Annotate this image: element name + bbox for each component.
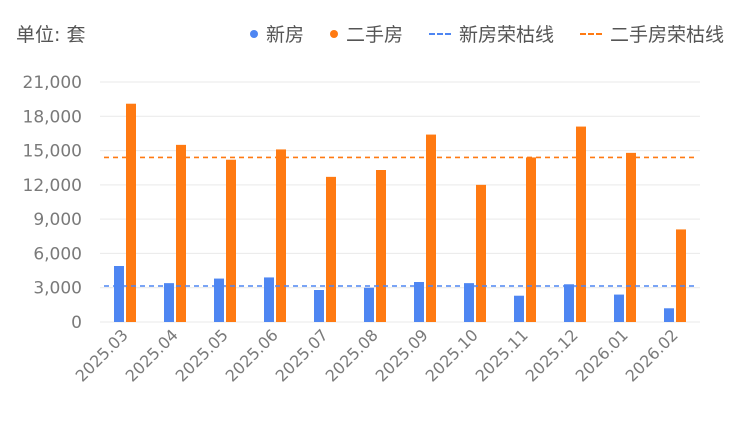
x-tick-label: 2025.11 [472, 325, 532, 385]
bar-second[interactable] [326, 176, 336, 322]
x-tick-label: 2025.10 [422, 325, 482, 385]
y-tick-label: 3,000 [33, 279, 82, 299]
legend-item-new[interactable]: 新房 [249, 20, 304, 47]
bar-new[interactable] [364, 287, 374, 322]
bar-new[interactable] [514, 295, 524, 322]
y-tick-label: 0 [71, 313, 82, 333]
bar-new[interactable] [614, 294, 624, 322]
x-tick-label: 2025.04 [122, 325, 182, 385]
bar-second[interactable] [626, 152, 636, 322]
bar-new[interactable] [214, 278, 224, 322]
legend-marker-second [329, 29, 338, 38]
legend-label-second: 二手房 [345, 24, 403, 46]
x-tick-label: 2025.03 [72, 325, 132, 385]
y-tick-label: 18,000 [23, 107, 82, 127]
legend-label-new-line: 新房荣枯线 [458, 24, 554, 46]
legend-marker-new-line [428, 32, 451, 35]
x-tick-label: 2026.02 [622, 325, 682, 385]
bar-second[interactable] [476, 184, 486, 322]
x-tick-label: 2025.05 [172, 325, 232, 385]
legend-marker-second-line [579, 32, 602, 35]
bar-second[interactable] [526, 157, 536, 322]
bar-new[interactable] [664, 308, 674, 322]
bar-new[interactable] [114, 266, 124, 322]
bar-new[interactable] [414, 282, 424, 322]
legend-label-new: 新房 [265, 24, 304, 46]
legend-item-new-line[interactable]: 新房荣枯线 [428, 20, 554, 47]
bar-second[interactable] [176, 144, 186, 322]
x-tick-label: 2025.08 [322, 325, 382, 385]
bar-second[interactable] [226, 159, 236, 322]
legend-item-second-line[interactable]: 二手房荣枯线 [579, 20, 724, 47]
bar-new[interactable] [264, 277, 274, 322]
x-tick-label: 2025.09 [372, 325, 432, 385]
bar-second[interactable] [276, 149, 286, 322]
bar-new[interactable] [464, 283, 474, 322]
y-tick-label: 6,000 [33, 244, 82, 264]
x-tick-label: 2025.06 [222, 325, 282, 385]
bar-new[interactable] [564, 284, 574, 322]
x-tick-label: 2025.12 [522, 325, 582, 385]
x-tick-label: 2025.07 [272, 325, 332, 385]
legend-marker-new [249, 29, 258, 38]
bar-new[interactable] [314, 290, 324, 322]
bar-second[interactable] [576, 126, 586, 322]
y-tick-label: 21,000 [23, 73, 82, 93]
x-tick-label: 2026.01 [572, 325, 632, 385]
legend: 新房 二手房 新房荣枯线 二手房荣枯线 [224, 20, 724, 47]
bar-second[interactable] [376, 170, 386, 322]
bar-second[interactable] [126, 103, 136, 322]
y-tick-label: 15,000 [23, 142, 82, 162]
bar-new[interactable] [164, 283, 174, 322]
bar-second[interactable] [426, 134, 436, 322]
legend-label-second-line: 二手房荣枯线 [609, 24, 724, 46]
bar-second[interactable] [676, 229, 686, 322]
y-tick-label: 12,000 [23, 176, 82, 196]
legend-item-second[interactable]: 二手房 [329, 20, 403, 47]
unit-label: 单位: 套 [16, 24, 86, 46]
y-tick-label: 9,000 [33, 210, 82, 230]
